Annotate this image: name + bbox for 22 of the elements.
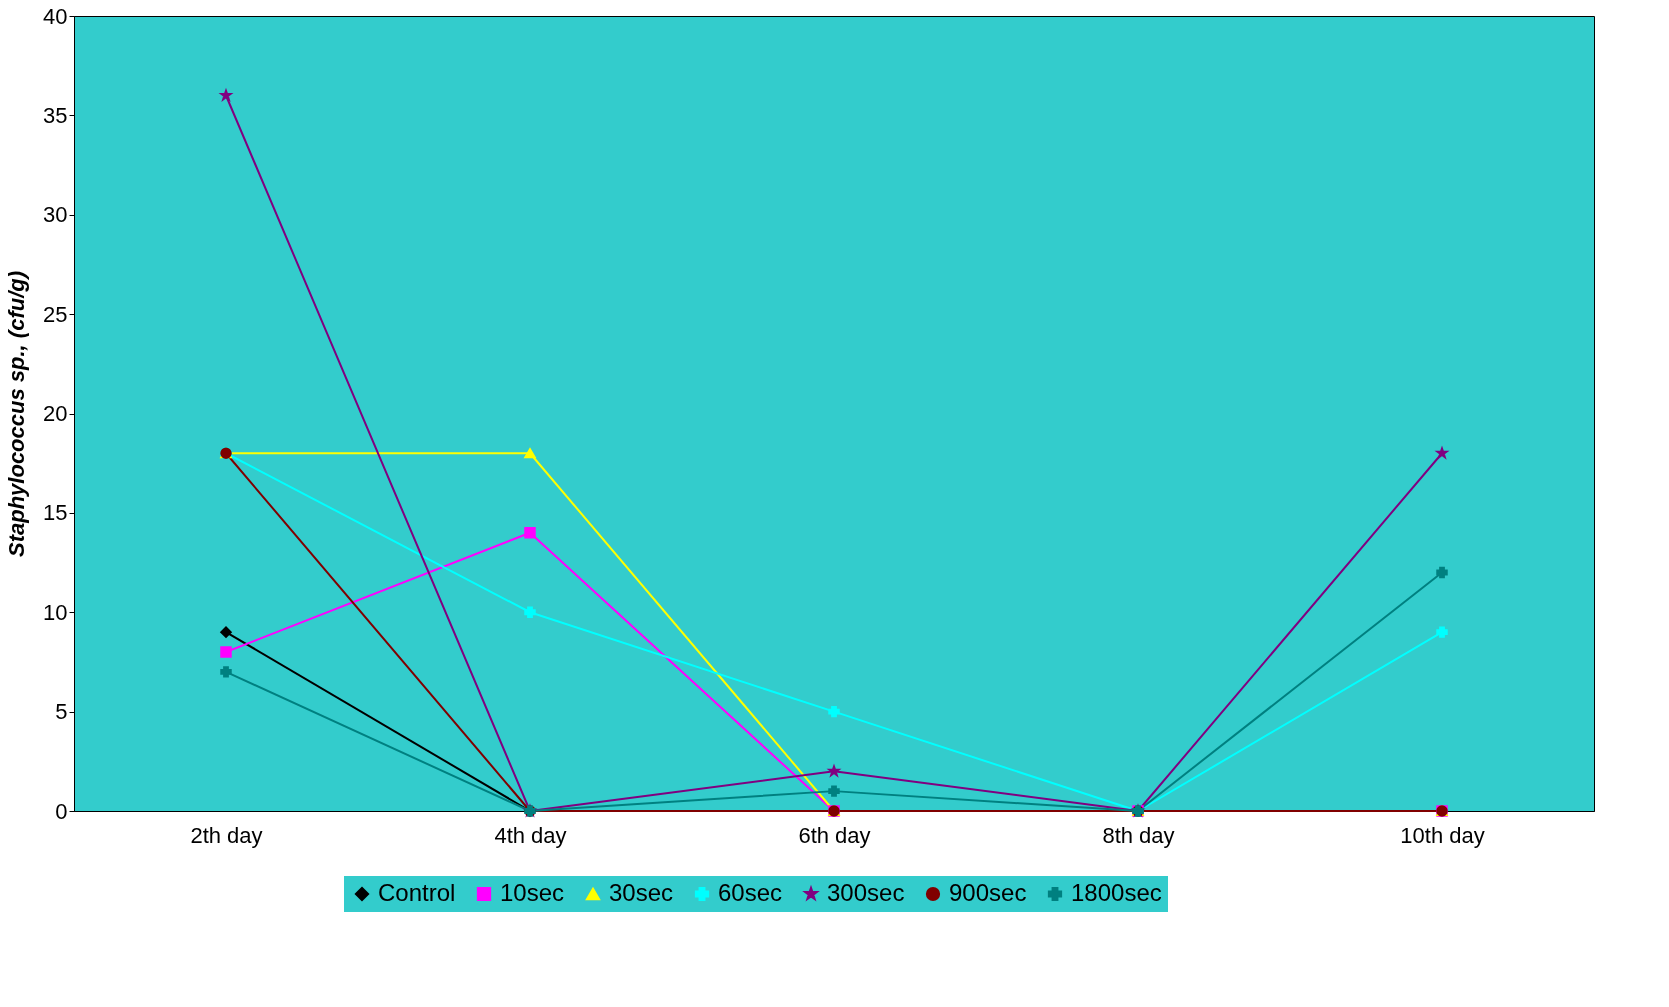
x-tick-label: 10th day: [1400, 822, 1485, 848]
y-tick-label: 10: [43, 599, 68, 625]
x-tick-label: 8th day: [1102, 822, 1175, 848]
y-tick-label: 25: [43, 301, 68, 327]
legend-label: 60sec: [718, 879, 783, 906]
legend-label: 10sec: [500, 879, 565, 906]
legend-label: 300sec: [827, 879, 905, 906]
y-axis-title: Staphylococcus sp., (cfu/g): [4, 270, 30, 558]
legend-label: 900sec: [949, 879, 1027, 906]
legend-label: 30sec: [609, 879, 674, 906]
y-tick-label: 20: [43, 401, 68, 426]
y-tick-label: 15: [43, 500, 68, 526]
y-tick-label: 30: [43, 202, 68, 228]
y-tick-label: 5: [55, 699, 68, 725]
legend-label: Control: [378, 879, 456, 906]
x-tick-label: 4th day: [494, 822, 567, 848]
x-tick-label: 6th day: [798, 822, 871, 848]
y-tick-label: 35: [43, 102, 68, 128]
y-tick-label: 40: [43, 3, 68, 29]
x-tick-label: 2th day: [190, 822, 263, 848]
y-tick-label: 0: [55, 798, 68, 824]
legend-label: 1800sec: [1071, 879, 1162, 906]
